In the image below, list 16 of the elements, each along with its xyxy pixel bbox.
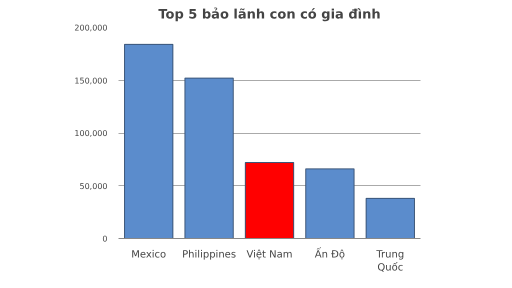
x-tick-label: Ấn Độ [314, 246, 346, 260]
x-tick-label: Việt Nam [246, 250, 293, 260]
y-tick-label: 0 [102, 234, 108, 244]
y-tick-label: 50,000 [80, 182, 108, 191]
y-tick-label: 100,000 [74, 129, 108, 138]
x-tick-label: Trung Quốc [375, 250, 404, 274]
x-tick-label: Philippines [182, 250, 236, 260]
x-tick-label: Mexico [131, 250, 166, 260]
bar [124, 44, 174, 238]
bar [244, 162, 294, 238]
chart-title: Top 5 bảo lãnh con có gia đình [158, 8, 381, 22]
bar [305, 168, 355, 238]
bar [366, 198, 415, 238]
y-tick-label: 150,000 [74, 76, 108, 86]
y-tick-label: 200,000 [74, 24, 108, 32]
bar [184, 78, 234, 238]
